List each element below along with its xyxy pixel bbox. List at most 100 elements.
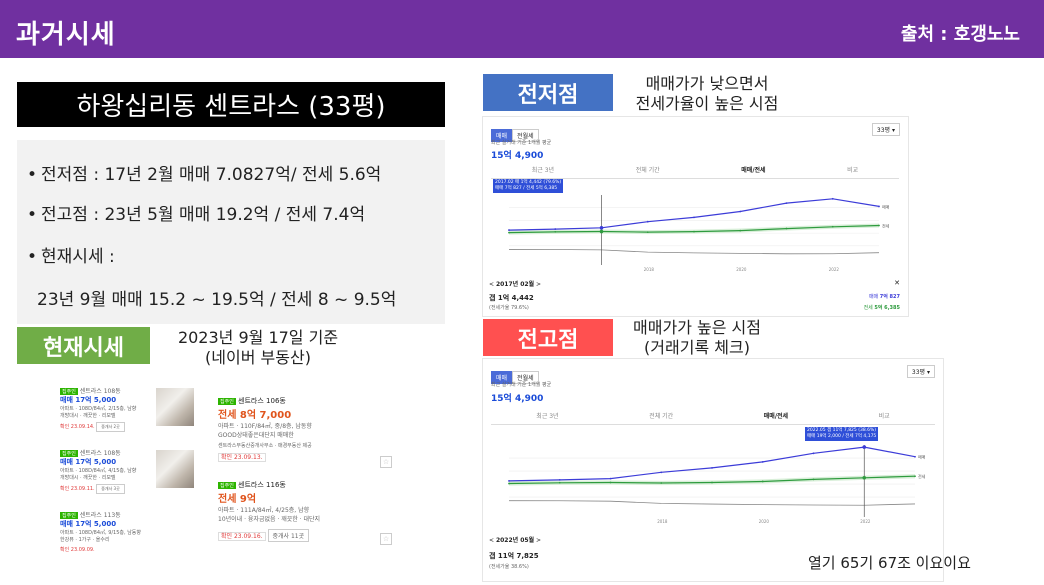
sale-point — [554, 228, 557, 230]
price-details-box: • 전저점 : 17년 2월 매매 7.0827억/ 전세 5.6억 • 전고점 :… — [17, 140, 445, 324]
rent-tab[interactable]: 전월세 — [512, 371, 539, 384]
chart-subtitle: 최근 실거래 기준 1개월 평균 — [491, 382, 552, 388]
ratio-line — [508, 500, 916, 506]
listing-desc: 아파트 · 108D/84㎡, 4/15층, 남향 — [60, 468, 137, 474]
listing-tags: 한강뷰 · 1가구 · 올수리 — [60, 537, 110, 543]
size-dropdown-value: 33평 — [911, 369, 926, 376]
tooltip-line: 매매 19억 2,000 / 전세 7억 4,175 — [807, 434, 877, 439]
sale-point — [558, 478, 561, 481]
listing-name: 센트라스 108동 — [79, 388, 121, 395]
listing-card[interactable]: 집주인 센트라스 113동 매매 17억 5,000 아파트 · 108D/84… — [60, 510, 210, 553]
range-tab[interactable]: 전체 기간 — [649, 413, 674, 420]
size-dropdown-value: 33평 — [876, 127, 891, 134]
footer-caption: 열기 65기 67조 이요이요 — [808, 554, 971, 572]
sale-point — [914, 455, 916, 458]
agency-button[interactable]: 중개사 2곳 — [96, 422, 125, 432]
sale-tab[interactable]: 매매 — [491, 371, 513, 384]
jeonse-ratio: (전세가율 79.6%) — [489, 305, 529, 311]
low-point-text: 전저점 : 17년 2월 매매 7.0827억/ 전세 5.6억 — [41, 165, 382, 185]
close-icon[interactable]: ✕ — [894, 279, 900, 287]
current-price-value: 23년 9월 매매 15.2 ~ 19.5억 / 전세 8 ~ 9.5억 — [37, 290, 397, 310]
chart-subtitle: 최근 실거래 기준 1개월 평균 — [491, 140, 552, 146]
series-label: 전세 — [918, 473, 926, 479]
range-tab[interactable]: 비교 — [878, 413, 890, 420]
month-nav[interactable]: < 2017년 02월 > — [489, 281, 542, 288]
average-price: 15억 4,900 — [491, 151, 544, 161]
selected-month: 2017년 02월 — [495, 281, 535, 288]
low-note-line2: 전세가율이 높은 시점 — [635, 94, 779, 113]
sale-point — [711, 467, 713, 469]
listing-tags: GOOD상태좋은대단지 매매한 — [218, 432, 294, 439]
ratio-line — [508, 249, 880, 255]
listing-photo[interactable] — [156, 450, 194, 488]
selected-jeonse-point — [862, 475, 867, 480]
favorite-icon[interactable]: ☆ — [380, 456, 392, 468]
range-tab[interactable]: 전체 기간 — [635, 167, 660, 174]
chart-tooltip: 2022.05 갭 11억 7,825 (38.6%) 매매 19억 2,000… — [805, 427, 879, 441]
sale-point — [812, 452, 815, 455]
range-tab[interactable]: 매매/전세 — [741, 167, 766, 174]
listing-card[interactable]: 집주인 센트라스 108동 매매 17억 5,000 아파트 · 108D/84… — [60, 386, 210, 432]
gap-value: 갭 1억 4,442 — [489, 294, 534, 302]
sale-label: 매매 — [868, 294, 879, 300]
listing-card[interactable]: 집주인 센트라스 106동 전세 8억 7,000 아파트 · 110F/84㎡… — [218, 396, 393, 462]
series-label: 매매 — [918, 454, 926, 460]
sale-point — [693, 216, 695, 219]
listing-card[interactable]: 집주인 센트라스 108동 매매 17억 5,000 아파트 · 108D/84… — [60, 448, 210, 494]
size-dropdown[interactable]: 33평 ▾ — [906, 365, 935, 378]
listing-price: 매매 17억 5,000 — [60, 396, 117, 404]
chart-high-screenshot: 매매 전월세 33평 ▾ 최근 실거래 기준 1개월 평균 15억 4,900 최… — [482, 358, 944, 582]
listing-agency: 센트라스부동산중개사무소 · 매경부동산 제공 — [218, 443, 312, 449]
listing-price: 전세 8억 7,000 — [218, 410, 292, 421]
jeonse-ratio: (전세가율 38.6%) — [489, 564, 529, 570]
sale-point — [831, 197, 834, 200]
listings-screenshot: 집주인 센트라스 108동 매매 17억 5,000 아파트 · 108D/84… — [50, 378, 400, 578]
slide-title: 과거시세 — [16, 20, 116, 50]
current-date-line2: (네이버 부동산) — [205, 348, 311, 367]
listing-photo[interactable] — [156, 388, 194, 426]
x-tick-label: 2022 — [860, 519, 871, 524]
x-tick-label: 2018 — [644, 267, 655, 272]
high-point-note: 매매가가 높은 시점 (거래기록 체크) — [612, 318, 782, 358]
sale-point — [508, 229, 510, 231]
listing-name: 센트라스 108동 — [79, 450, 121, 457]
sale-point — [508, 480, 510, 482]
range-tab[interactable]: 최근 3년 — [536, 413, 559, 420]
agency-button[interactable]: 중개사 3곳 — [96, 484, 125, 494]
jeonse-point — [831, 225, 834, 228]
jeonse-point — [693, 230, 695, 233]
sale-tab[interactable]: 매매 — [491, 129, 513, 142]
jeonse-point — [812, 478, 815, 481]
listing-tags: 10년이내 · 융자금없음 · 깨끗한 · 대단지 — [218, 516, 321, 523]
owner-badge: 집주인 — [60, 450, 78, 457]
favorite-icon[interactable]: ☆ — [380, 533, 392, 545]
x-tick-label: 2022 — [829, 267, 840, 272]
range-tab[interactable]: 매매/전세 — [763, 413, 789, 420]
sale-amount: 7억 827 — [879, 294, 900, 300]
owner-badge: 집주인 — [218, 398, 236, 405]
month-nav[interactable]: < 2022년 05월 > — [489, 537, 542, 544]
owner-badge: 집주인 — [60, 388, 78, 395]
tooltip-line: 2022.05 갭 11억 7,825 (38.6%) — [807, 428, 877, 433]
range-tab[interactable]: 비교 — [847, 167, 859, 174]
listing-name: 센트라스 106동 — [238, 397, 286, 405]
x-tick-label: 2020 — [736, 267, 747, 272]
agency-button[interactable]: 중개사 11곳 — [267, 529, 310, 542]
low-note-line1: 매매가가 낮으면서 — [645, 74, 769, 93]
owner-badge: 집주인 — [218, 482, 236, 489]
listing-card[interactable]: 집주인 센트라스 116동 전세 9억 아파트 · 111A/84㎡, 4/25… — [218, 480, 393, 542]
jeonse-value: 전세 5억 6,385 — [864, 304, 900, 311]
listing-date: 확인 23.09.11. — [60, 486, 95, 492]
series-label: 전세 — [882, 223, 890, 229]
range-tabs: 최근 3년 전체 기간 매매/전세 비교 — [491, 411, 935, 425]
range-tab[interactable]: 최근 3년 — [531, 167, 555, 174]
listing-desc: 아파트 · 108D/84㎡, 2/15층, 남향 — [60, 406, 137, 412]
sale-point — [739, 210, 742, 213]
tooltip-line: 2017.02 매 1억 4,442 (79.6%) — [495, 180, 562, 185]
listing-name: 센트라스 116동 — [238, 481, 286, 489]
high-note-line2: (거래기록 체크) — [644, 338, 750, 357]
listing-desc: 아파트 · 110F/84㎡, 중/8층, 남동향 — [218, 423, 312, 430]
rent-tab[interactable]: 전월세 — [512, 129, 539, 142]
size-dropdown[interactable]: 33평 ▾ — [871, 123, 900, 136]
